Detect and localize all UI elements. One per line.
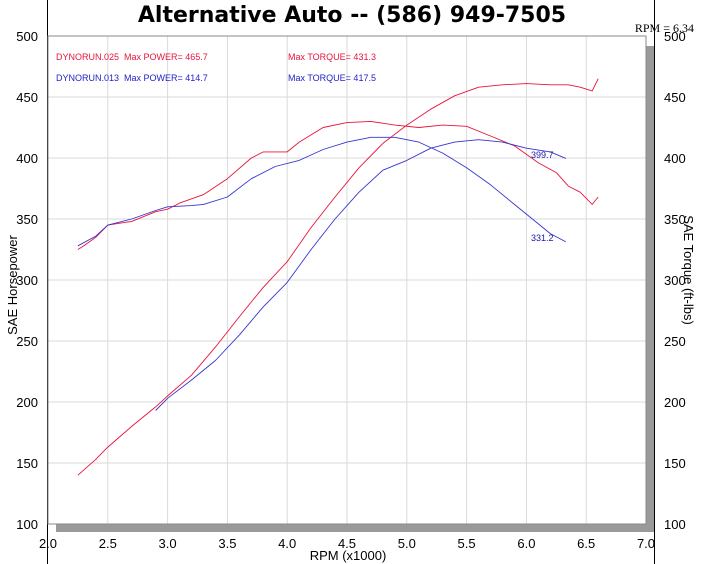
y-tick-label-right: 350 <box>664 212 686 227</box>
x-tick-label: 4.5 <box>338 536 356 551</box>
y-tick-label-right: 300 <box>664 273 686 288</box>
series-line-3 <box>155 139 567 411</box>
y-tick-label-right: 250 <box>664 334 686 349</box>
y-tick-label-left: 400 <box>16 151 38 166</box>
y-tick-label-left: 250 <box>16 334 38 349</box>
x-tick-label: 2.0 <box>39 536 57 551</box>
tick-labels: 2.0 2.5 3.0 3.5 4.0 4.5 5.0 5.5 6.0 6.5 7.0 100 100 1… <box>16 29 685 551</box>
grid <box>48 36 646 524</box>
y-axis-right-label: SAE Torque (ft-lbs) <box>681 215 696 325</box>
y-tick-label-left: 450 <box>16 90 38 105</box>
x-tick-label: 6.5 <box>577 536 595 551</box>
x-tick-label: 5.5 <box>458 536 476 551</box>
rpm-readout: RPM = 6.34 <box>635 21 694 35</box>
legend-torque-013: Max TORQUE= 417.5 <box>288 73 376 83</box>
series-line-1 <box>77 78 599 476</box>
y-tick-label-right: 450 <box>664 90 686 105</box>
annotation-tq-end: 331.2 <box>531 233 554 243</box>
legend-run-025: DYNORUN.025 <box>56 52 119 62</box>
x-tick-label: 7.0 <box>637 536 655 551</box>
series-line-4 <box>77 136 567 247</box>
chart-title: Alternative Auto -- (586) 949-7505 <box>138 3 566 28</box>
y-axis-left-label: SAE Horsepower <box>5 234 20 334</box>
legend-power-013: Max POWER= 414.7 <box>124 73 208 83</box>
y-tick-label-right: 200 <box>664 395 686 410</box>
y-tick-label-right: 500 <box>664 29 686 44</box>
x-tick-label: 4.0 <box>278 536 296 551</box>
series-group <box>77 78 599 476</box>
x-tick-label: 5.0 <box>398 536 416 551</box>
y-tick-label-left: 200 <box>16 395 38 410</box>
y-tick-label-right: 100 <box>664 517 686 532</box>
x-axis-label: RPM (x1000) <box>310 548 387 563</box>
plot-shadow-bottom <box>56 524 654 532</box>
y-tick-label-left: 350 <box>16 212 38 227</box>
annotation-hp-end: 399.7 <box>531 150 554 160</box>
y-tick-label-right: 150 <box>664 456 686 471</box>
x-tick-label: 2.5 <box>99 536 117 551</box>
plot-shadow-right <box>646 46 654 532</box>
x-tick-label: 3.0 <box>159 536 177 551</box>
y-tick-label-left: 100 <box>16 517 38 532</box>
x-tick-label: 6.0 <box>517 536 535 551</box>
legend-run-013: DYNORUN.013 <box>56 73 119 83</box>
y-tick-label-left: 500 <box>16 29 38 44</box>
legend-torque-025: Max TORQUE= 431.3 <box>288 52 376 62</box>
series-line-2 <box>77 120 599 250</box>
y-tick-label-left: 150 <box>16 456 38 471</box>
y-tick-label-left: 300 <box>16 273 38 288</box>
plot-border <box>47 35 647 525</box>
x-tick-label: 3.5 <box>218 536 236 551</box>
y-tick-label-right: 400 <box>664 151 686 166</box>
legend-power-025: Max POWER= 465.7 <box>124 52 208 62</box>
